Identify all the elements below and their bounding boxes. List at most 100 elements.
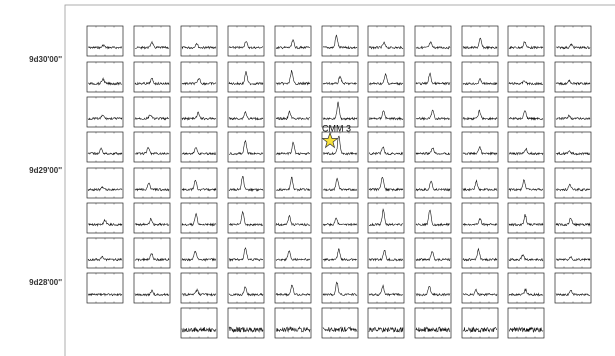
spectrum-panel [507,272,545,304]
spectrum-panel [227,237,265,269]
spectrum-panel [414,25,452,57]
spectrum-panel [86,96,124,128]
spectrum-panel [507,61,545,93]
spectrum-panel [274,131,312,163]
spectrum-panel [367,272,405,304]
spectrum-trace [462,146,498,156]
spectrum-panel [274,202,312,234]
spectrum-panel [133,202,171,234]
spectrum-panel [180,202,218,234]
spectrum-panel [133,96,171,128]
spectrum-trace [228,41,264,50]
spectrum-trace [368,284,404,297]
spectrum-trace [323,177,358,192]
spectrum-panel [227,25,265,57]
spectrum-trace [181,250,217,262]
spectrum-panel [86,272,124,304]
spectrum-trace [415,72,451,86]
spectrum-trace [134,40,170,50]
spectrum-trace [181,42,217,50]
spectrum-panel [507,307,545,339]
spectrum-trace [555,183,591,192]
spectrum-trace [87,185,123,192]
spectrum-panel [86,167,124,199]
spectrum-panel [554,25,592,57]
spectrum-panel [367,237,405,269]
spectrum-trace [181,327,217,333]
spectrum-trace [368,41,404,50]
dec-label: 9d28'00'' [29,278,62,287]
spectrum-trace [322,326,358,333]
spectrum-trace [368,72,404,86]
spectrum-trace [87,44,123,50]
spectrum-trace [462,288,498,297]
spectrum-panel [321,25,359,57]
spectrum-panel [86,25,124,57]
spectrum-trace [368,208,404,227]
spectrum-panel [554,96,592,128]
spectrum-trace [275,326,311,333]
spectrum-panel [461,307,499,339]
spectrum-panel [321,131,359,163]
spectrum-trace [462,326,498,334]
spectrum-panel [180,131,218,163]
spectrum-panel [180,272,218,304]
spectrum-panel [274,237,312,269]
spectrum-trace [322,135,358,156]
spectrum-panel [321,272,359,304]
spectrum-trace [508,326,544,333]
spectrum-panel [461,202,499,234]
spectrum-panel [133,237,171,269]
spectrum-trace [228,210,264,227]
spectrum-trace [228,110,264,121]
spectrum-trace [228,247,264,262]
spectrum-panel [414,131,452,163]
spectrum-panel [414,96,452,128]
spectrum-trace [228,176,264,192]
spectrum-trace [275,250,311,262]
spectrum-panel [554,272,592,304]
spectrum-trace [322,248,358,262]
spectrum-panel [274,307,312,339]
spectrum-trace [508,110,544,121]
spectrum-trace [322,34,358,50]
spectrum-panel [133,272,171,304]
spectrum-panel [227,307,265,339]
spectrum-panel [554,167,592,199]
spectrum-trace [462,218,498,227]
spectrum-trace [88,218,123,227]
spectrum-trace [181,78,217,86]
spectrum-trace [415,109,451,121]
spectrum-trace [368,177,404,192]
spectrum-trace [276,176,311,192]
spectrum-panel [367,202,405,234]
spectrum-panel [554,237,592,269]
spectrum-trace [508,147,544,156]
spectrum-panel [274,96,312,128]
spectrum-panel [461,61,499,93]
spectrum-trace [88,77,123,86]
spectrum-trace [275,284,311,297]
spectrum-panel [367,131,405,163]
spectrum-panel [180,167,218,199]
spectrum-trace [415,41,451,50]
spectrum-panel [507,237,545,269]
spectrum-panel [461,237,499,269]
spectrum-panel [554,202,592,234]
spectrum-panel [507,25,545,57]
spectrum-trace [134,114,170,121]
spectrum-trace [462,179,498,192]
spectrum-trace [275,39,310,50]
spectrum-panel [367,96,405,128]
spectrum-panel [133,131,171,163]
spectrum-panel [414,61,452,93]
spectrum-trace [368,110,404,121]
spectrum-panel [321,167,359,199]
spectrum-trace [415,251,451,262]
spectrum-trace [368,250,404,262]
source-label: CMM 3 [322,123,351,133]
spectrum-trace [415,180,451,192]
spectrum-panel [321,96,359,128]
spectrum-trace [508,80,544,86]
